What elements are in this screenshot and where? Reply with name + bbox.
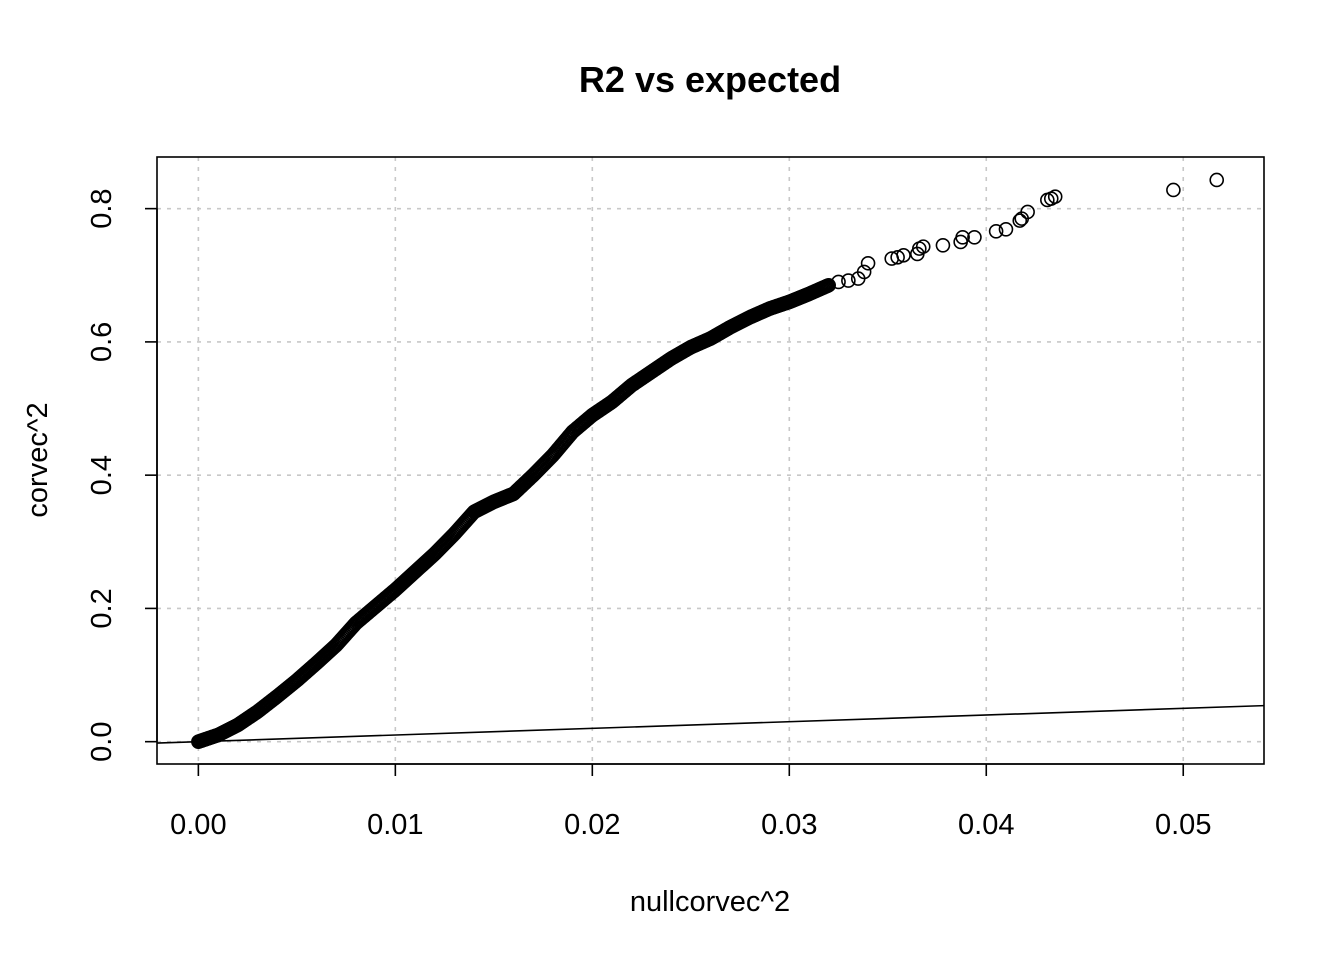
data-point bbox=[890, 249, 905, 265]
data-point bbox=[1166, 182, 1181, 198]
x-tick-label: 0.03 bbox=[761, 809, 817, 841]
data-points bbox=[191, 172, 1225, 749]
data-point bbox=[831, 274, 846, 290]
data-point bbox=[821, 277, 836, 293]
data-point bbox=[967, 229, 982, 245]
data-point bbox=[915, 239, 931, 254]
data-point bbox=[998, 221, 1014, 237]
y-tick-label: 0.0 bbox=[86, 722, 118, 762]
data-point bbox=[841, 273, 856, 288]
data-point bbox=[1047, 189, 1063, 204]
data-point bbox=[860, 255, 876, 271]
grid-lines bbox=[157, 157, 1264, 764]
plot-frame bbox=[156, 156, 1265, 765]
y-tick-label: 0.8 bbox=[86, 188, 118, 228]
x-axis-label: nullcorvec^2 bbox=[630, 886, 790, 918]
y-tick-label: 0.4 bbox=[86, 455, 118, 495]
y-axis: 0.0 0.2 0.4 0.6 0.8 bbox=[86, 188, 158, 762]
data-point bbox=[935, 237, 951, 253]
data-point bbox=[1012, 213, 1028, 228]
reference-line-layer bbox=[156, 704, 1265, 744]
x-axis: 0.00 0.01 0.02 0.03 0.04 0.05 bbox=[170, 763, 1211, 841]
data-point bbox=[856, 264, 872, 280]
y-tick-label: 0.2 bbox=[86, 588, 118, 628]
data-point bbox=[1209, 172, 1225, 188]
y-tick-label: 0.6 bbox=[86, 322, 118, 362]
reference-line bbox=[156, 704, 1265, 744]
x-tick-label: 0.04 bbox=[958, 809, 1014, 841]
data-point bbox=[955, 229, 970, 245]
y-axis-label: corvec^2 bbox=[22, 402, 54, 517]
data-point bbox=[988, 223, 1004, 239]
data-point bbox=[1020, 204, 1035, 220]
x-tick-label: 0.05 bbox=[1155, 809, 1211, 841]
x-tick-label: 0.00 bbox=[170, 809, 226, 841]
chart-title: R2 vs expected bbox=[579, 59, 841, 100]
data-point bbox=[896, 247, 911, 263]
x-tick-label: 0.02 bbox=[564, 809, 620, 841]
x-tick-label: 0.01 bbox=[367, 809, 423, 841]
